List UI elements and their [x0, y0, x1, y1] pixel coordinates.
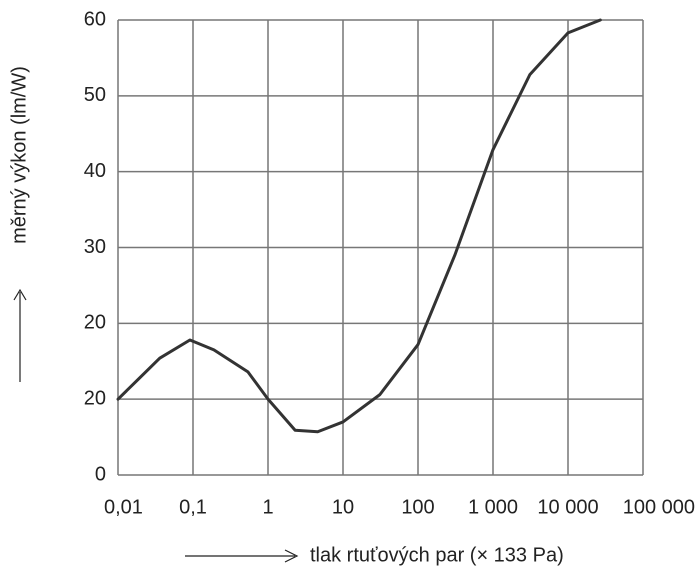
y-tick-label: 50 [84, 84, 106, 106]
y-arrow-head [13, 288, 27, 301]
x-tick-label: 100 [401, 496, 434, 518]
y-tick-label: 40 [84, 160, 106, 182]
x-axis-label: tlak rtuťových par (× 133 Pa) [310, 544, 564, 566]
x-tick-label: 10 000 [537, 496, 598, 518]
x-tick-label: 100 000 [623, 496, 695, 518]
x-tick-label: 0,1 [179, 496, 207, 518]
y-tick-label: 30 [84, 236, 106, 258]
x-tick-label: 1 [262, 496, 273, 518]
x-arrow-head [284, 549, 299, 563]
y-tick-label: 20 [84, 312, 106, 334]
x-tick-label: 1 000 [468, 496, 518, 518]
y-tick-label: 20 [84, 387, 106, 409]
y-tick-label: 0 [95, 463, 106, 485]
y-tick-label: 60 [84, 8, 106, 30]
y-axis-label: měrný výkon (lm/W) [8, 66, 30, 244]
x-tick-label: 10 [332, 496, 354, 518]
data-line [116, 18, 602, 434]
x-tick-label: 0,01 [104, 496, 143, 518]
